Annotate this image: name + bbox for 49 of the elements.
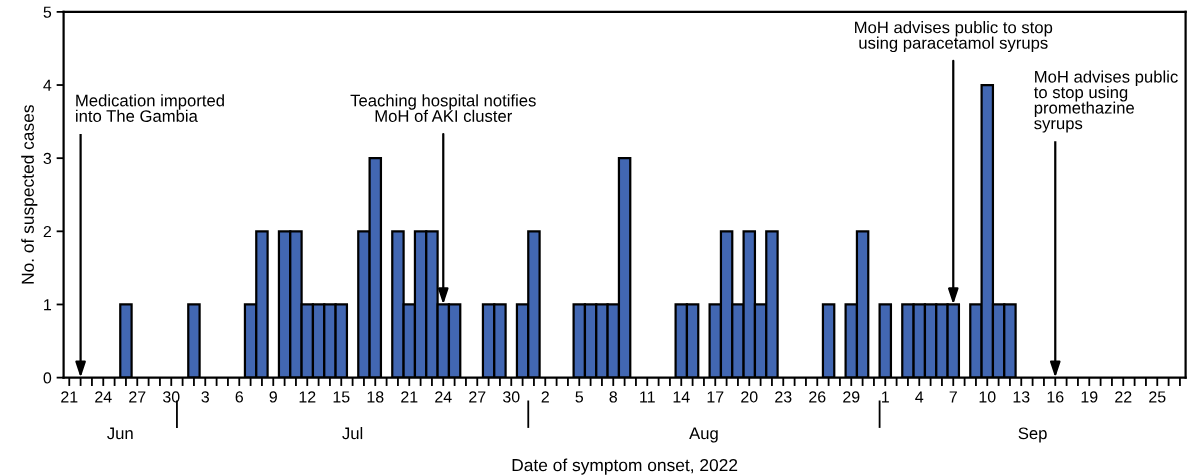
ref-line-label: Medication imported into The Gambia (76, 94, 224, 122)
y-tick-label: 4 (43, 79, 52, 91)
x-tick-label: 4 (915, 391, 924, 403)
x-tick-label: 10 (979, 391, 996, 403)
x-tick-label: 21 (61, 391, 78, 403)
x-tick-label: 5 (575, 391, 584, 403)
x-tick-label: 13 (1013, 391, 1030, 403)
x-tick-label: 16 (1047, 391, 1064, 403)
x-tick-label: 1 (882, 391, 889, 403)
annotation: MoH advises public to stop using paracetamol syrups (855, 21, 1053, 53)
x-tick-label: 26 (809, 391, 826, 403)
text: Jun (107, 427, 133, 440)
x-tick-label: 24 (435, 391, 452, 403)
x-tick-label: 30 (162, 391, 180, 403)
x-tick-label: 27 (469, 391, 486, 403)
x-tick-label: 19 (1081, 391, 1098, 403)
x-tick-label: 18 (367, 391, 384, 403)
x-tick-label: 12 (299, 391, 316, 403)
x-tick-label: 21 (401, 391, 418, 403)
text: Aug (689, 427, 718, 443)
x-tick-label: 25 (1149, 391, 1166, 403)
text: Sep (1018, 427, 1047, 443)
text: Jul (342, 427, 363, 440)
y-tick-label: 5 (43, 6, 52, 18)
y-axis-title: No. of suspected cases (21, 105, 38, 284)
x-tick-label: 3 (201, 391, 210, 403)
annotation: Teaching hospital notifies MoH of AKI cluster (350, 94, 536, 122)
x-tick-label: 15 (333, 391, 350, 403)
x-tick-label: 2 (541, 391, 549, 403)
y-tick-label: 3 (43, 152, 52, 165)
x-tick-label: 29 (843, 391, 860, 403)
x-tick-label: 17 (707, 391, 724, 403)
x-tick-label: 9 (269, 391, 277, 403)
x-tick-label: 6 (235, 391, 244, 403)
ref-line-label: MoH advises public to stop using promethazine syrups (1033, 70, 1178, 133)
x-tick-label: 7 (949, 391, 957, 403)
x-tick-label: 27 (129, 391, 146, 403)
x-tick-label: 30 (502, 391, 520, 403)
y-tick-label: 2 (43, 225, 51, 238)
y-tick-label: 0 (43, 372, 52, 384)
x-tick-label: 8 (609, 391, 618, 403)
y-tick-label: 1 (44, 299, 52, 311)
x-tick-label: 24 (95, 391, 112, 403)
x-tick-label: 11 (640, 391, 655, 403)
x-tick-label: 23 (775, 391, 792, 403)
x-tick-label: 22 (1115, 391, 1132, 403)
x-tick-label: 20 (741, 391, 758, 403)
x-tick-label: 14 (673, 391, 690, 403)
x-axis-title: Date of symptom onset, 2022 (512, 458, 738, 475)
